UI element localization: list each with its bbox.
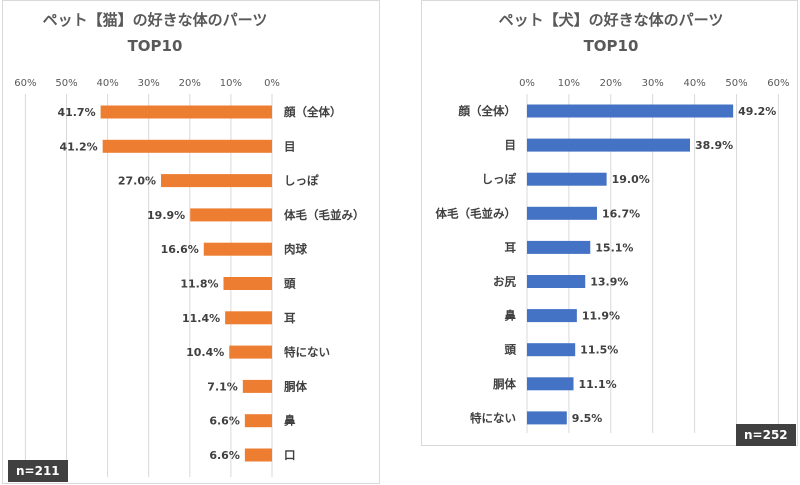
dog-category-label: 目 xyxy=(505,138,517,152)
cat-value-label: 6.6% xyxy=(209,415,240,428)
cat-bar xyxy=(102,139,272,153)
dog-value-label: 38.9% xyxy=(695,139,733,152)
cat-tick-label: 40% xyxy=(96,78,118,89)
dog-tick-label: 40% xyxy=(683,78,705,89)
dog-category-label: 胴体 xyxy=(493,377,516,391)
dog-chart-title-line-1: ペット【犬】の好きな体のパーツ xyxy=(499,11,724,29)
dog-bar xyxy=(527,309,577,323)
cat-tick-label: 50% xyxy=(55,78,77,89)
cat-tick-label: 10% xyxy=(220,78,242,89)
dog-value-label: 9.5% xyxy=(572,412,603,425)
cat-bar xyxy=(244,414,272,428)
cat-category-label: 頭 xyxy=(284,277,296,291)
dog-chart-title-line-2: TOP10 xyxy=(584,37,639,55)
cat-category-label: 口 xyxy=(284,448,296,462)
cat-value-label: 11.4% xyxy=(182,312,220,325)
dog-category-label: お尻 xyxy=(493,275,516,289)
dog-tick-label: 0% xyxy=(519,78,535,89)
cat-value-label: 19.9% xyxy=(147,209,185,222)
cat-category-label: 鼻 xyxy=(284,414,296,428)
dog-tick-label: 60% xyxy=(767,78,789,89)
cat-sample-size-badge: n=211 xyxy=(8,460,68,482)
cat-value-label: 11.8% xyxy=(180,278,218,291)
cat-category-label: 肉球 xyxy=(284,242,307,256)
dog-value-label: 11.9% xyxy=(582,310,620,323)
dog-tick-label: 30% xyxy=(642,78,664,89)
dog-tick-label: 20% xyxy=(600,78,622,89)
cat-bar xyxy=(190,208,272,222)
dog-category-label: しっぽ xyxy=(482,172,517,186)
cat-bar xyxy=(161,174,272,188)
dog-value-label: 13.9% xyxy=(590,276,628,289)
dog-bar xyxy=(527,377,574,391)
cat-category-label: 特にない xyxy=(284,345,330,359)
cat-tick-label: 60% xyxy=(14,78,36,89)
cat-category-label: 体毛（毛並み） xyxy=(284,208,365,222)
cat-chart: ペット【猫】の好きな体のパーツ TOP10 0% 10% 20% 30% 40% 50% 60%… xyxy=(14,11,365,477)
dog-value-label: 19.0% xyxy=(612,173,650,186)
dog-category-label: 体毛（毛並み） xyxy=(436,206,517,220)
cat-value-label: 16.6% xyxy=(161,243,199,256)
dog-tick-label: 50% xyxy=(725,78,747,89)
cat-tick-label: 20% xyxy=(179,78,201,89)
cat-bar xyxy=(242,379,272,393)
dog-bar xyxy=(527,240,591,254)
cat-category-label: 胴体 xyxy=(284,379,307,393)
dog-tick-label: 10% xyxy=(558,78,580,89)
cat-bar xyxy=(223,277,272,290)
dog-sample-size-badge: n=252 xyxy=(736,424,796,446)
cat-category-label: 顔（全体） xyxy=(283,105,342,119)
dog-bar xyxy=(527,104,734,118)
cat-value-label: 10.4% xyxy=(186,346,224,359)
cat-bar xyxy=(203,242,272,256)
dog-category-label: 顔（全体） xyxy=(458,104,517,118)
cat-bar xyxy=(225,311,272,325)
cat-value-label: 6.6% xyxy=(209,449,240,462)
cat-bar xyxy=(244,448,272,462)
dog-category-label: 耳 xyxy=(505,240,517,254)
dog-bar xyxy=(527,206,597,220)
cat-category-label: しっぽ xyxy=(284,174,319,188)
dog-category-label: 特にない xyxy=(470,411,516,425)
dog-chart: ペット【犬】の好きな体のパーツ TOP10 0% 10% 20% 30% 40% 50% 60%… xyxy=(436,11,790,433)
cat-value-label: 41.2% xyxy=(59,140,97,153)
dog-bar xyxy=(527,138,690,152)
cat-value-label: 7.1% xyxy=(207,380,238,393)
cat-chart-title-line-2: TOP10 xyxy=(128,37,183,55)
cat-chart-title-line-1: ペット【猫】の好きな体のパーツ xyxy=(43,11,268,29)
dog-bar xyxy=(527,275,586,288)
cat-chart-panel: ペット【猫】の好きな体のパーツ TOP10 0% 10% 20% 30% 40% 50% 60%… xyxy=(2,0,380,484)
cat-tick-label: 0% xyxy=(264,78,280,89)
cat-value-label: 27.0% xyxy=(118,175,156,188)
dog-bar xyxy=(527,172,607,186)
cat-bar xyxy=(229,345,272,359)
cat-value-label: 41.7% xyxy=(57,106,95,119)
cat-bar xyxy=(100,105,272,119)
cat-category-label: 耳 xyxy=(284,311,296,325)
dog-value-label: 15.1% xyxy=(595,241,633,254)
cat-category-label: 目 xyxy=(284,139,296,153)
dog-bar xyxy=(527,411,567,425)
dog-value-label: 11.5% xyxy=(580,344,618,357)
dog-category-label: 鼻 xyxy=(505,309,517,323)
dog-category-label: 頭 xyxy=(505,343,517,357)
dog-bar xyxy=(527,343,576,357)
dog-value-label: 49.2% xyxy=(738,105,776,118)
dog-value-label: 11.1% xyxy=(579,378,617,391)
cat-tick-label: 30% xyxy=(138,78,160,89)
dog-chart-panel: ペット【犬】の好きな体のパーツ TOP10 0% 10% 20% 30% 40% 50% 60%… xyxy=(421,0,798,446)
dog-value-label: 16.7% xyxy=(602,207,640,220)
